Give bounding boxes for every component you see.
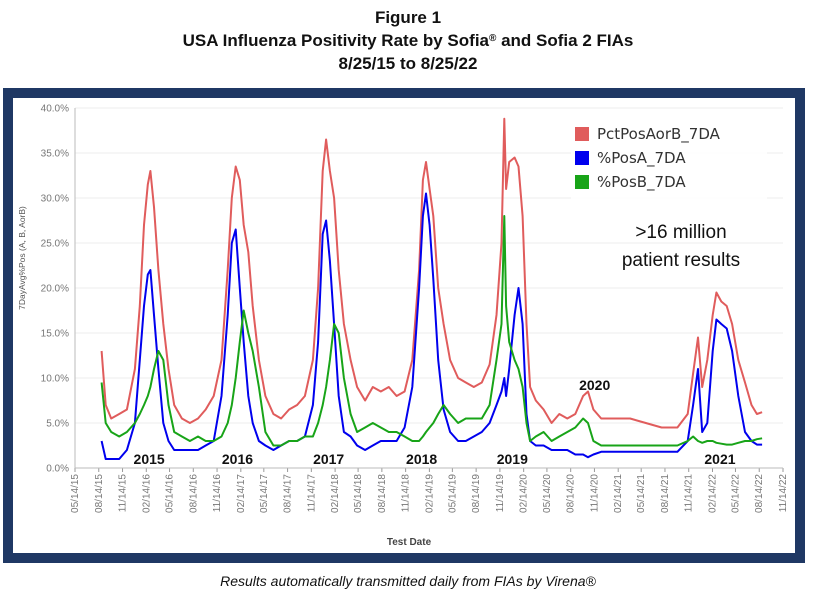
x-tick-label: 02/14/19 [424,474,435,513]
y-tick-label: 35.0% [41,149,69,160]
y-tick-label: 5.0% [46,419,69,430]
x-tick-label: 08/14/18 [377,474,388,513]
y-tick-label: 0.0% [46,464,69,475]
x-tick-label: 08/14/21 [660,474,671,513]
x-tick-label: 08/14/17 [283,474,294,513]
season-label-2015: 2015 [134,451,165,467]
x-tick-label: 02/14/18 [330,474,341,513]
influenza-line-chart: 0.0% 5.0% 10.0% 15.0% 20.0% 25.0% 30.0% 35.0% 40… [17,104,789,549]
x-tick-label: 05/14/15 [70,474,81,513]
x-tick-label: 02/14/22 [707,474,718,513]
y-tick-label: 15.0% [41,329,69,340]
y-tick-label: 40.0% [41,104,69,115]
x-tick-label: 02/14/21 [613,474,624,513]
note-text: >16 million [635,222,726,243]
series-line-%PosA_7DA [100,192,763,460]
y-axis-label: 7DayAvg%Pos (A, B, AorB) [17,206,27,310]
y-tick-label: 20.0% [41,284,69,295]
season-label-2016: 2016 [222,451,253,467]
x-tick-label: 05/14/17 [259,474,270,513]
season-label-2017: 2017 [313,451,344,467]
season-label-2019: 2019 [497,451,528,467]
y-tick-label: 10.0% [41,374,69,385]
season-label-2020: 2020 [579,377,610,393]
x-tick-label: 11/14/21 [684,474,695,513]
x-tick-label: 05/14/16 [165,474,176,513]
season-label-2021: 2021 [704,451,735,467]
legend-label-%PosA_7DA: %PosA_7DA [597,149,686,168]
legend-swatch-PctPosAorB_7DA [575,127,589,141]
x-tick-label: 11/14/19 [495,474,506,513]
x-tick-label: 08/14/22 [754,474,765,513]
chart-area: 0.0% 5.0% 10.0% 15.0% 20.0% 25.0% 30.0% 35.0% 40… [13,98,795,553]
legend-swatch-%PosB_7DA [575,175,589,189]
figure-caption: Results automatically transmitted daily … [220,573,596,589]
legend-box [571,122,767,206]
legend-swatch-%PosA_7DA [575,151,589,165]
x-tick-label: 11/14/17 [306,474,317,513]
x-tick-label: 05/14/21 [636,474,647,513]
date-range: 8/25/15 to 8/25/22 [338,54,478,73]
x-tick-label: 02/14/20 [519,474,530,513]
note-text: patient results [622,250,740,271]
x-tick-label: 05/14/22 [730,474,741,513]
x-tick-label: 11/14/22 [778,474,789,513]
x-tick-label: 11/14/16 [212,474,223,513]
legend-label-%PosB_7DA: %PosB_7DA [597,173,686,192]
x-tick-label: 02/14/16 [141,474,152,513]
x-tick-label: 08/14/19 [471,474,482,513]
x-tick-label: 05/14/20 [542,474,553,513]
x-tick-label: 08/14/20 [566,474,577,513]
x-tick-label: 08/14/15 [94,474,105,513]
figure-label: Figure 1 [374,8,442,27]
legend-label-PctPosAorB_7DA: PctPosAorB_7DA [597,125,721,144]
x-tick-label: 11/14/20 [589,474,600,513]
season-label-2018: 2018 [406,451,437,467]
y-tick-label: 30.0% [41,194,69,205]
x-tick-label: 08/14/16 [188,474,199,513]
figure-title: USA Influenza Positivity Rate by Sofia® … [182,31,634,50]
x-tick-label: 11/14/18 [401,474,412,513]
x-axis-label: Test Date [387,537,432,548]
x-tick-label: 05/14/19 [447,474,458,513]
x-tick-label: 05/14/18 [353,474,364,513]
x-tick-label: 02/14/17 [236,474,247,513]
series-line-%PosB_7DA [100,215,763,447]
chart-frame: 0.0% 5.0% 10.0% 15.0% 20.0% 25.0% 30.0% 35.0% 40… [3,88,805,563]
x-tick-label: 11/14/15 [118,474,129,513]
y-tick-label: 25.0% [41,239,69,250]
